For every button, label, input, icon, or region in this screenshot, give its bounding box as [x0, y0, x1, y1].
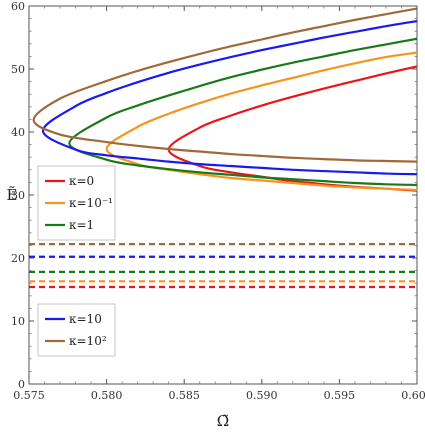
legend-label: κ=10 [69, 312, 102, 326]
x-tick-label: 0.590 [246, 389, 278, 402]
y-tick-label: 0 [18, 378, 25, 391]
series-line-4 [32, 7, 418, 163]
legend-box-1 [37, 303, 116, 357]
legend-label: κ=10⁻¹ [69, 196, 113, 210]
y-tick-label: 50 [11, 63, 25, 76]
series-line-1 [105, 51, 418, 192]
x-tick-label: 0.600 [401, 389, 425, 402]
y-tick-label: 20 [11, 252, 25, 265]
y-tick-label: 30 [11, 189, 25, 202]
tick-layer: 0.575 0.580 0.585 0.590 0.595 0.600 0 10 20 30 40 5… [11, 0, 425, 402]
series-line-2 [68, 37, 418, 187]
x-axis-label: Ω̃ [217, 412, 229, 430]
legend-label: κ=1 [69, 218, 94, 232]
series-layer [29, 7, 418, 289]
legend-label: κ=0 [69, 174, 94, 188]
y-tick-label: 60 [11, 0, 25, 13]
series-line-3 [41, 20, 418, 176]
x-tick-label: 0.575 [13, 389, 45, 402]
legend-layer: κ=0 κ=10⁻¹ κ=1 κ=10 κ=10² [37, 165, 116, 357]
x-tick-label: 0.585 [168, 389, 200, 402]
y-axis-label: Ẽ [7, 186, 18, 204]
x-tick-label: 0.595 [324, 389, 356, 402]
y-tick-label: 10 [11, 315, 25, 328]
y-tick-label: 40 [11, 126, 25, 139]
x-tick-label: 0.580 [91, 389, 123, 402]
legend-label: κ=10² [69, 334, 107, 348]
